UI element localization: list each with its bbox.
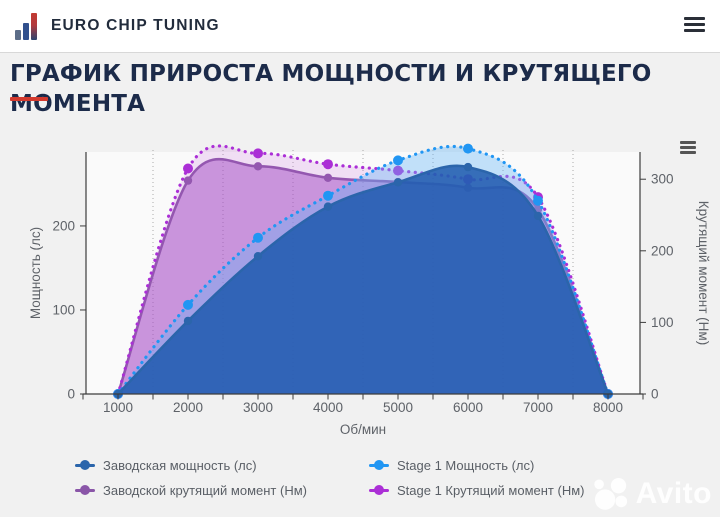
svg-text:Об/мин: Об/мин [340,422,386,437]
legend-label: Stage 1 Мощность (лс) [397,457,535,473]
svg-text:200: 200 [52,218,75,233]
chart-area: 1000 2000 3000 4000 5000 6000 7000 8000 0 100 200 0… [0,110,720,452]
svg-text:5000: 5000 [383,400,413,415]
axes [80,152,646,400]
svg-text:8000: 8000 [593,400,623,415]
svg-text:0: 0 [651,387,659,402]
svg-text:3000: 3000 [243,400,273,415]
legend-marker-icon [75,459,95,471]
avito-logo-icon [593,477,627,510]
svg-text:Крутящий момент (Нм): Крутящий момент (Нм) [696,201,711,345]
svg-text:100: 100 [651,315,674,330]
chart-menu-button[interactable] [680,141,696,155]
page-title: ГРАФИК ПРИРОСТА МОЩНОСТИ И КРУТЯЩЕГО МОМ… [10,61,652,117]
brand-name: EURO CHIP TUNING [51,17,220,34]
svg-text:300: 300 [651,172,674,187]
site-header: EURO CHIP TUNING [0,0,720,53]
legend-item-stage1-torque[interactable]: Stage 1 Крутящий момент (Нм) [369,479,720,501]
svg-text:4000: 4000 [313,400,343,415]
chart-legend: Заводская мощность (лс) Stage 1 Мощность… [0,454,720,501]
series-0 [113,162,613,399]
legend-label: Stage 1 Крутящий момент (Нм) [397,482,585,498]
brand-logo[interactable]: EURO CHIP TUNING [15,12,220,40]
title-accent [10,97,48,101]
legend-item-stock-torque[interactable]: Заводской крутящий момент (Нм) [75,479,369,501]
avito-watermark: Avito [593,475,712,513]
legend-label: Заводская мощность (лс) [103,457,257,473]
svg-text:7000: 7000 [523,400,553,415]
svg-text:2000: 2000 [173,400,203,415]
hamburger-menu-icon[interactable] [684,17,705,35]
legend-marker-icon [369,484,389,496]
svg-text:0: 0 [67,387,75,402]
legend-marker-icon [75,484,95,496]
bars-chart-icon [15,12,42,40]
svg-text:200: 200 [651,243,674,258]
legend-item-stage1-power[interactable]: Stage 1 Мощность (лс) [369,454,720,476]
legend-item-stock-power[interactable]: Заводская мощность (лс) [75,454,369,476]
svg-text:100: 100 [52,302,75,317]
svg-text:6000: 6000 [453,400,483,415]
svg-text:Мощность (лс): Мощность (лс) [28,227,43,319]
power-torque-chart: 1000 2000 3000 4000 5000 6000 7000 800001002000… [28,143,711,437]
svg-text:1000: 1000 [103,400,133,415]
legend-marker-icon [369,459,389,471]
legend-label: Заводской крутящий момент (Нм) [103,482,307,498]
watermark-label: Avito [635,477,712,510]
